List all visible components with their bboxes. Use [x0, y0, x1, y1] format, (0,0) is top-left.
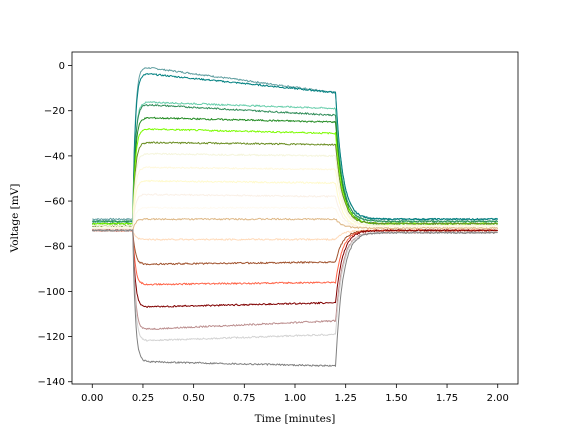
y-tick-label: −100	[38, 287, 65, 298]
series-line-16	[91, 229, 499, 286]
series-line-8	[92, 152, 499, 228]
y-tick-label: −40	[44, 151, 65, 162]
series-line-19	[92, 229, 499, 342]
y-tick-label: −120	[38, 332, 65, 343]
traces-group	[91, 67, 499, 367]
x-tick-label: 0.50	[183, 393, 205, 404]
series-line-7	[92, 141, 498, 228]
x-tick-label: 1.25	[335, 393, 357, 404]
series-line-13	[92, 217, 499, 232]
series-line-3	[92, 101, 498, 223]
series-line-9	[91, 166, 498, 230]
x-tick-label: 1.50	[385, 393, 407, 404]
series-line-5	[91, 116, 498, 225]
y-axis: 0 −20 −40 −60 −80 −100 −120 −140	[38, 61, 72, 388]
series-line-6	[92, 128, 499, 225]
x-tick-label: 0.00	[81, 393, 103, 404]
plot-area-frame	[71, 51, 519, 385]
series-line-20	[92, 229, 498, 367]
x-tick-label: 2.00	[487, 393, 509, 404]
y-axis-label: Voltage [mV]	[9, 184, 21, 254]
y-tick-label: −140	[38, 377, 65, 388]
y-tick-label: −60	[44, 197, 65, 208]
series-line-18	[91, 229, 498, 330]
series-line-4	[91, 103, 499, 223]
y-tick-label: −20	[44, 106, 65, 117]
series-line-15	[92, 229, 498, 266]
x-tick-label: 0.25	[132, 393, 154, 404]
x-axis-label: Time [minutes]	[255, 413, 336, 425]
y-tick-label: −80	[44, 242, 65, 253]
x-axis: 0.00 0.25 0.50 0.75 1.00 1.25 1.50 1.75 2.00	[81, 384, 509, 404]
series-line-2	[92, 73, 499, 223]
x-tick-label: 1.75	[436, 393, 458, 404]
x-tick-label: 0.75	[233, 393, 255, 404]
x-tick-label: 1.00	[284, 393, 306, 404]
y-tick-label: 0	[59, 61, 65, 72]
series-line-17	[91, 229, 498, 308]
